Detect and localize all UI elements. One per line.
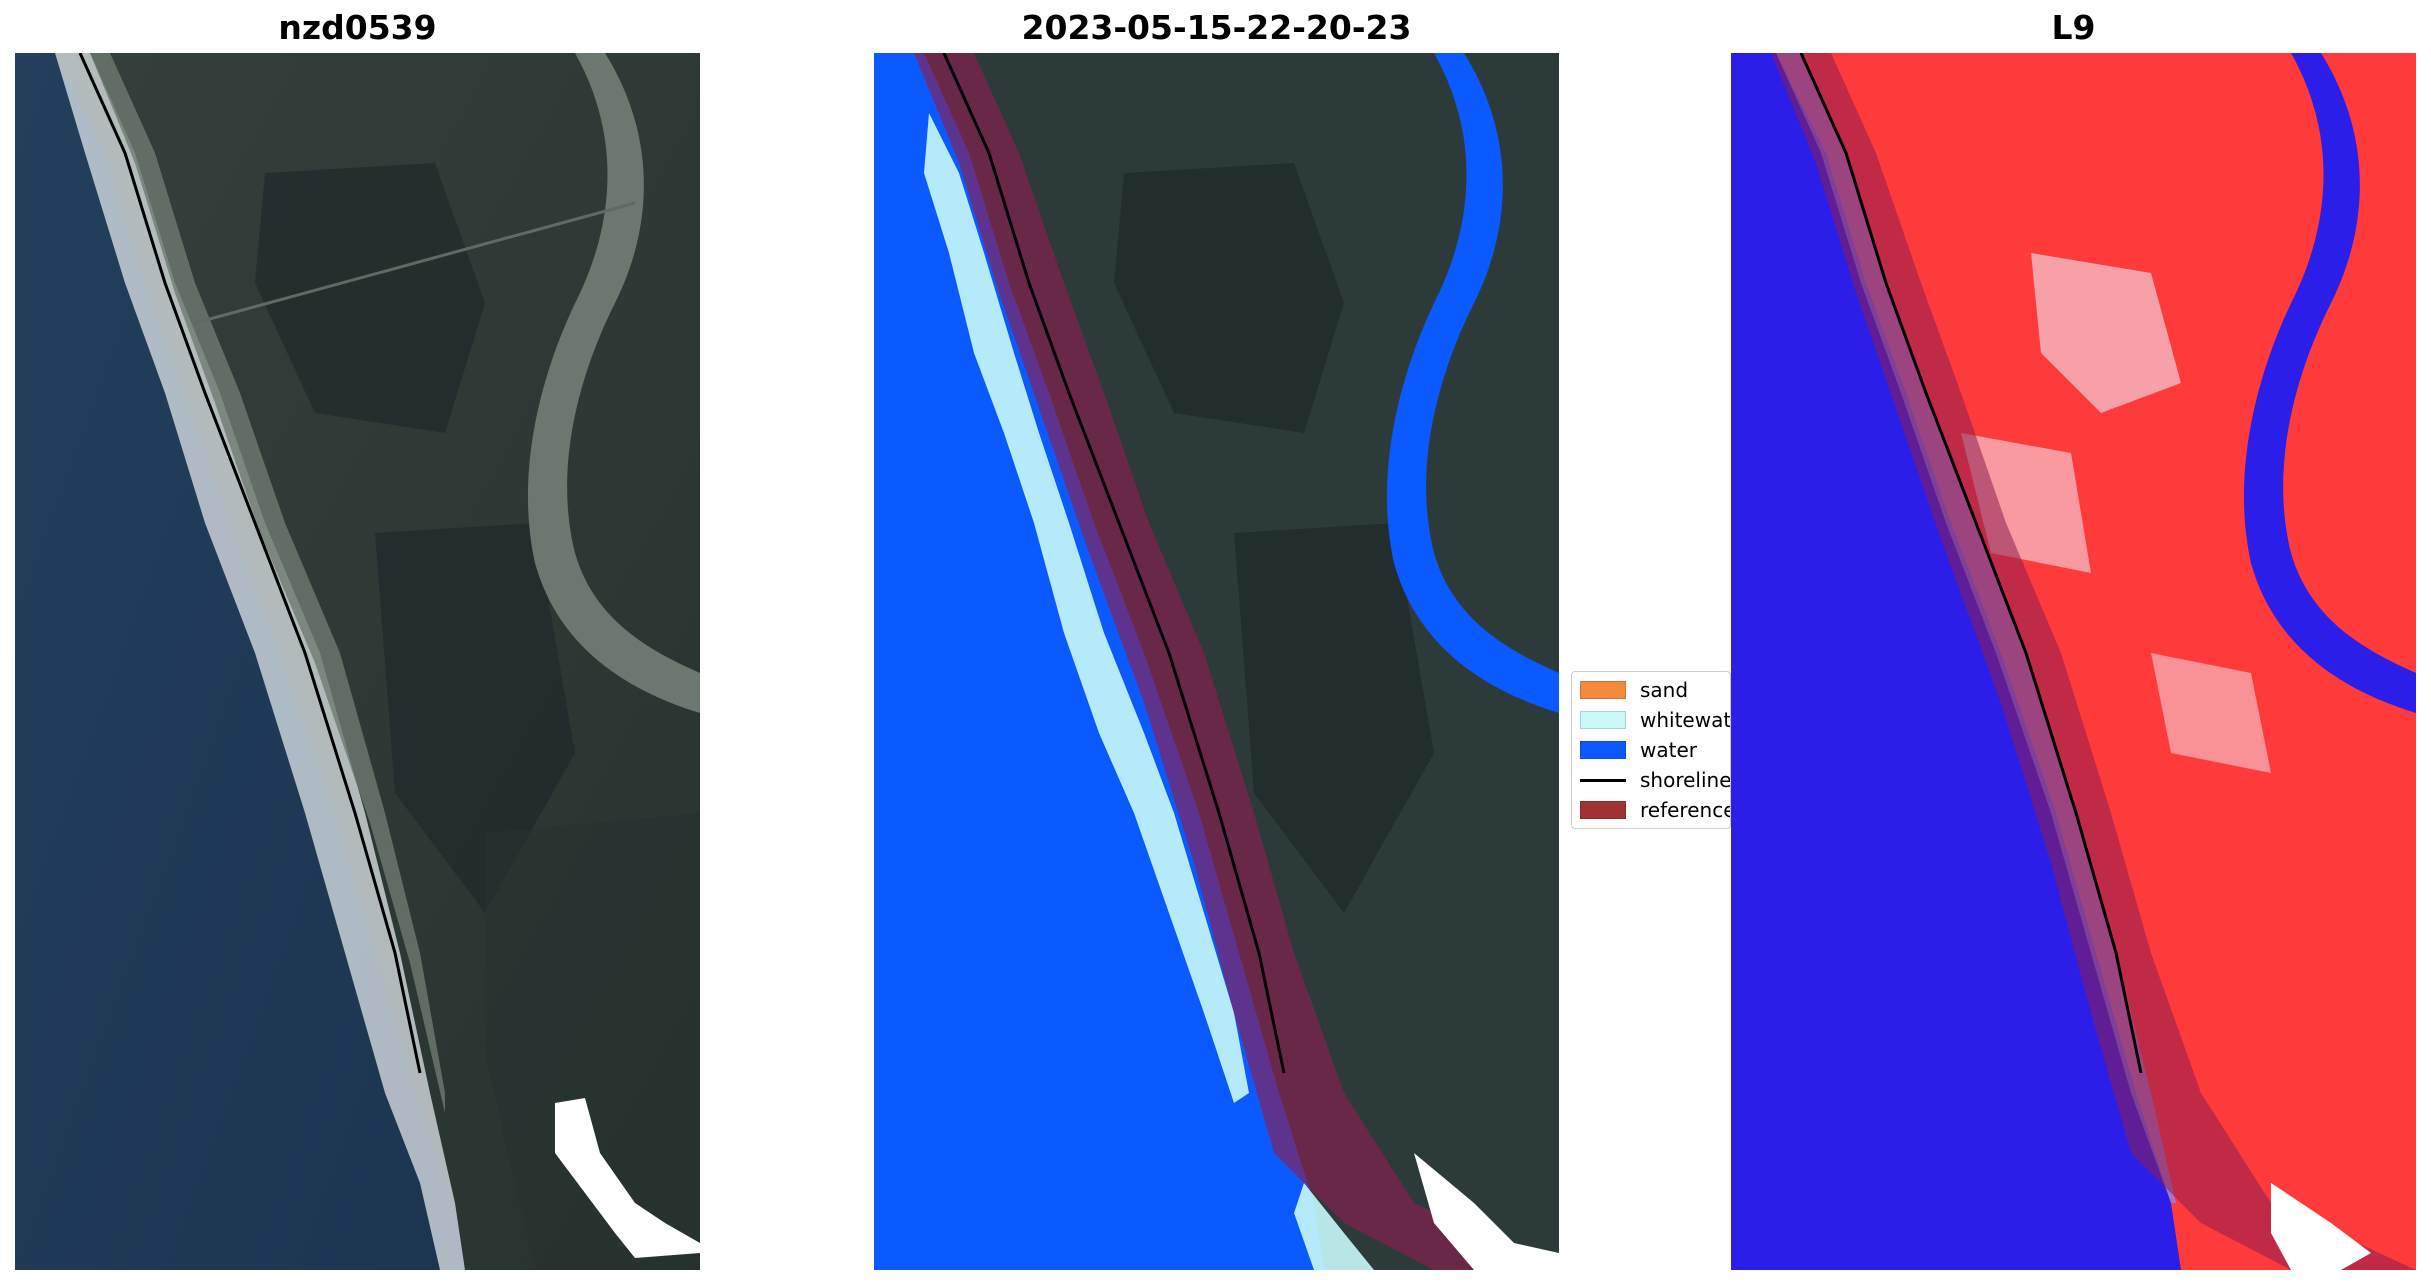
- legend-item-reference: reference: [1580, 798, 1731, 822]
- sand-swatch: [1580, 681, 1626, 699]
- shoreline-swatch: [1580, 778, 1626, 782]
- panel-title-index: L9: [2051, 8, 2096, 47]
- water-index-image: [1731, 53, 2416, 1270]
- classified-image: [874, 53, 1559, 1270]
- legend: sand whitewater water shoreline referenc…: [1571, 671, 1731, 829]
- legend-item-sand: sand: [1580, 678, 1688, 702]
- legend-label: shoreline: [1640, 768, 1731, 792]
- legend-label: reference: [1640, 798, 1731, 822]
- legend-item-whitewater: whitewater: [1580, 708, 1731, 732]
- rgb-satellite-image: [15, 53, 700, 1270]
- water-swatch: [1580, 741, 1626, 759]
- legend-label: water: [1640, 738, 1697, 762]
- reference-swatch: [1580, 801, 1626, 819]
- panel-title-classified: 2023-05-15-22-20-23: [1021, 8, 1412, 47]
- panel-title-rgb: nzd0539: [278, 8, 437, 47]
- legend-label: sand: [1640, 678, 1689, 702]
- legend-item-water: water: [1580, 738, 1697, 762]
- whitewater-swatch: [1580, 711, 1626, 729]
- legend-item-shoreline: shoreline: [1580, 768, 1731, 792]
- legend-label: whitewater: [1640, 708, 1731, 732]
